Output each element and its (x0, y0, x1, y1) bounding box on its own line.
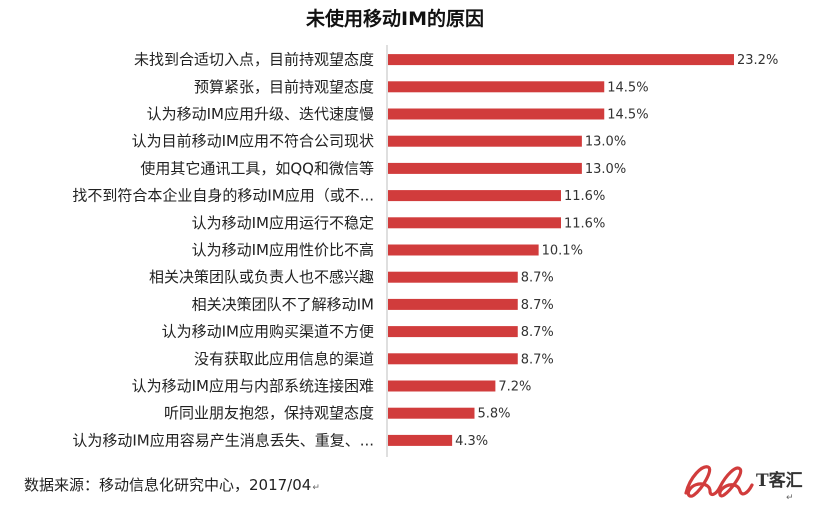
category-label: 认为目前移动IM应用不符合公司现状 (132, 132, 374, 150)
bar (388, 353, 518, 365)
chart-title: 未使用移动IM的原因 (306, 8, 484, 30)
category-label: 认为移动IM应用升级、迭代速度慢 (147, 105, 374, 123)
data-label: 11.6% (564, 189, 605, 204)
category-label: 相关决策团队或负责人也不感兴趣 (149, 268, 374, 286)
bar (388, 298, 518, 310)
category-label: 找不到符合本企业自身的移动IM应用（或不... (72, 187, 374, 205)
source-note: 数据来源：移动信息化研究中心，2017/04↵ (24, 474, 320, 495)
data-label: 4.3% (455, 434, 488, 449)
data-label: 13.0% (585, 135, 626, 150)
bar (388, 434, 453, 446)
logo-text: T客汇 (756, 471, 803, 491)
brand-logo (684, 465, 754, 498)
data-label: 14.5% (607, 80, 648, 95)
category-label: 认为移动IM应用容易产生消息丢失、重复、... (72, 431, 374, 449)
bar (388, 244, 539, 256)
bar (388, 81, 605, 93)
bar (388, 380, 496, 392)
category-label: 未找到合适切入点，目前持观望态度 (134, 51, 374, 69)
bar (388, 407, 475, 419)
bar (388, 135, 582, 147)
category-label: 使用其它通讯工具，如QQ和微信等 (140, 159, 374, 177)
data-label: 11.6% (564, 216, 605, 231)
bar (388, 190, 561, 202)
data-label: 14.5% (607, 108, 648, 123)
bar (388, 271, 518, 283)
bar (388, 108, 605, 120)
bars (388, 54, 734, 446)
category-label: 认为移动IM应用运行不稳定 (192, 214, 374, 232)
category-label: 认为移动IM应用与内部系统连接困难 (132, 377, 374, 395)
bar (388, 162, 582, 174)
bar (388, 217, 561, 229)
bar (388, 54, 734, 66)
source-text: 数据来源：移动信息化研究中心，2017/04 (24, 476, 312, 494)
category-label: 相关决策团队不了解移动IM (192, 295, 374, 313)
data-labels: 23.2% 14.5% 14.5% 13.0% 13.0% 11.6% 11.6% 10.1%… (455, 53, 778, 449)
data-label: 10.1% (542, 244, 583, 259)
data-label: 8.7% (521, 352, 554, 367)
data-label: 7.2% (498, 380, 531, 395)
category-label: 认为移动IM应用性价比不高 (192, 241, 374, 259)
bar-chart: 未找到合适切入点，目前持观望态度预算紧张，目前持观望态度认为移动IM应用升级、迭… (72, 45, 778, 457)
data-label: 8.7% (521, 271, 554, 286)
category-label: 听同业朋友抱怨，保持观望态度 (164, 404, 374, 422)
data-label: 8.7% (521, 298, 554, 313)
data-label: 13.0% (585, 162, 626, 177)
data-label: 23.2% (737, 53, 778, 68)
category-labels: 未找到合适切入点，目前持观望态度预算紧张，目前持观望态度认为移动IM应用升级、迭… (72, 51, 374, 450)
logo-mark: ↵ (786, 493, 794, 503)
category-label: 没有获取此应用信息的渠道 (194, 350, 374, 368)
bar (388, 326, 518, 338)
category-label: 认为移动IM应用购买渠道不方便 (162, 323, 374, 341)
category-label: 预算紧张，目前持观望态度 (194, 78, 374, 96)
data-label: 8.7% (521, 325, 554, 340)
return-mark: ↵ (312, 483, 320, 493)
data-label: 5.8% (478, 407, 511, 422)
